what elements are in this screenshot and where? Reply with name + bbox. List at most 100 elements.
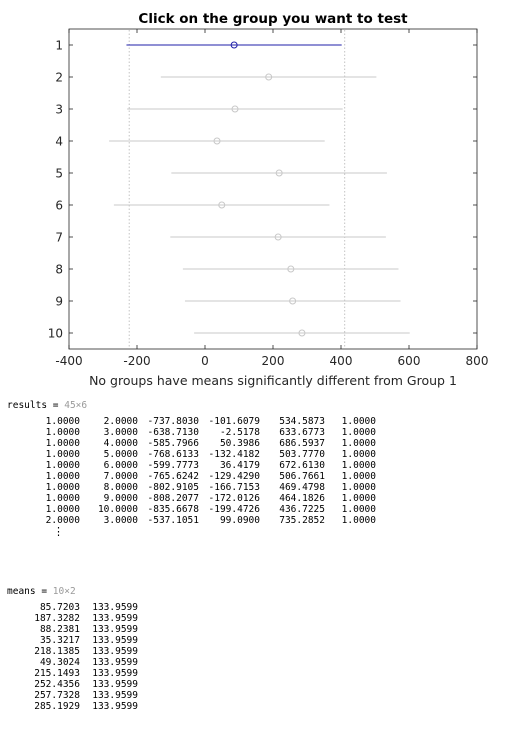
results-cell: -638.7130 [147, 427, 199, 438]
means-row: 35.3217 133.9599 [0, 635, 518, 646]
results-cell: 633.6773 [279, 427, 325, 438]
means-cell: 133.9599 [92, 690, 138, 701]
means-cell: 133.9599 [92, 668, 138, 679]
results-row: 1.0000 2.0000 -737.8030 -101.6079 534.5873 1.… [0, 416, 518, 427]
mean-marker-group-8[interactable] [287, 265, 295, 273]
results-cell: 10.0000 [97, 504, 138, 515]
means-matrix: 85.7203 133.9599 187.3282 133.9599 88.2381 13… [0, 602, 518, 712]
results-cell: 1.0000 [45, 427, 80, 438]
mean-marker-group-3[interactable] [231, 105, 239, 113]
means-cell: 133.9599 [92, 602, 138, 613]
means-cell: 133.9599 [92, 679, 138, 690]
x-tick-label: -200 [123, 354, 150, 368]
means-cell: 285.1929 [34, 701, 80, 712]
results-row: 1.0000 6.0000 -599.7773 36.4179 672.6130 1.00… [0, 460, 518, 471]
means-row: 285.1929 133.9599 [0, 701, 518, 712]
results-cell: -132.4182 [208, 449, 260, 460]
results-row: 1.0000 8.0000 -802.9105 -166.7153 469.4798 1.… [0, 482, 518, 493]
results-cell: -835.6678 [147, 504, 199, 515]
results-row: 2.0000 3.0000 -537.1051 99.0900 735.2852 1.00… [0, 515, 518, 526]
results-cell: 2.0000 [45, 515, 80, 526]
results-cell: 1.0000 [45, 471, 80, 482]
results-cell: -765.6242 [147, 471, 199, 482]
means-cell: 85.7203 [39, 602, 80, 613]
mean-marker-group-5[interactable] [275, 169, 283, 177]
results-cell: 1.0000 [45, 482, 80, 493]
plot-area [68, 28, 478, 350]
results-cell: 503.7770 [279, 449, 325, 460]
results-variable-header: results = 45×6 [7, 400, 87, 411]
y-tick-label-5: 5 [55, 167, 63, 181]
results-cell: 1.0000 [341, 449, 376, 460]
results-cell: 50.3986 [219, 438, 260, 449]
means-cell: 187.3282 [34, 613, 80, 624]
results-cell: -199.4726 [208, 504, 260, 515]
x-tick-label: 600 [398, 354, 421, 368]
results-cell: 6.0000 [103, 460, 138, 471]
means-row: 85.7203 133.9599 [0, 602, 518, 613]
results-cell: 1.0000 [45, 449, 80, 460]
multcompare-chart[interactable]: Click on the group you want to test -400 -… [0, 0, 518, 392]
results-cell: 464.1826 [279, 493, 325, 504]
results-cell: 686.5937 [279, 438, 325, 449]
means-cell: 252.4356 [34, 679, 80, 690]
means-row: 215.1493 133.9599 [0, 668, 518, 679]
mean-marker-group-10[interactable] [298, 329, 306, 337]
x-axis-label: No groups have means significantly diffe… [89, 373, 457, 388]
results-cell: 5.0000 [103, 449, 138, 460]
results-cell: -2.5178 [219, 427, 260, 438]
results-cell: 1.0000 [45, 493, 80, 504]
mean-marker-group-1[interactable] [230, 41, 238, 49]
results-cell: 99.0900 [219, 515, 260, 526]
results-cell: -585.7966 [147, 438, 199, 449]
results-row: 1.0000 3.0000 -638.7130 -2.5178 633.6773 1.00… [0, 427, 518, 438]
results-cell: 36.4179 [219, 460, 260, 471]
results-cell: 1.0000 [45, 416, 80, 427]
y-tick-label-3: 3 [55, 103, 63, 117]
y-tick-label-10: 10 [48, 327, 63, 341]
mean-marker-group-4[interactable] [213, 137, 221, 145]
means-cell: 49.3024 [39, 657, 80, 668]
results-cell: 3.0000 [103, 515, 138, 526]
results-cell: 1.0000 [341, 416, 376, 427]
means-cell: 133.9599 [92, 635, 138, 646]
means-variable-header: means = 10×2 [7, 586, 76, 597]
means-equals: = [35, 586, 53, 597]
chart-title: Click on the group you want to test [138, 11, 408, 27]
mean-marker-group-6[interactable] [218, 201, 226, 209]
results-cell: 436.7225 [279, 504, 325, 515]
results-dimensions: 45×6 [64, 400, 88, 411]
results-cell: 672.6130 [279, 460, 325, 471]
mean-marker-group-9[interactable] [289, 297, 297, 305]
results-cell: 1.0000 [45, 438, 80, 449]
results-cell: 1.0000 [341, 482, 376, 493]
means-row: 187.3282 133.9599 [0, 613, 518, 624]
results-cell: 4.0000 [103, 438, 138, 449]
multcompare-figure[interactable]: Click on the group you want to test -400 -… [0, 0, 518, 392]
results-row: 1.0000 4.0000 -585.7966 50.3986 686.5937 1.00… [0, 438, 518, 449]
mean-marker-group-2[interactable] [265, 73, 273, 81]
means-cell: 133.9599 [92, 613, 138, 624]
x-tick-label: -400 [55, 354, 82, 368]
means-cell: 133.9599 [92, 624, 138, 635]
results-cell: 469.4798 [279, 482, 325, 493]
means-cell: 215.1493 [34, 668, 80, 679]
y-tick-label-2: 2 [55, 71, 63, 85]
results-variable-name: results [7, 400, 48, 411]
results-continuation: ⋮ [53, 525, 64, 538]
results-matrix: 1.0000 2.0000 -737.8030 -101.6079 534.5873 1.… [0, 416, 518, 526]
results-cell: -166.7153 [208, 482, 260, 493]
mean-marker-group-7[interactable] [274, 233, 282, 241]
results-cell: 1.0000 [341, 438, 376, 449]
y-tick-label-9: 9 [55, 295, 63, 309]
x-tick-label: 400 [330, 354, 353, 368]
results-cell: -172.0126 [208, 493, 260, 504]
y-tick-label-7: 7 [55, 231, 63, 245]
results-row: 1.0000 5.0000 -768.6133 -132.4182 503.7770 1.… [0, 449, 518, 460]
results-cell: 1.0000 [341, 504, 376, 515]
results-cell: -599.7773 [147, 460, 199, 471]
results-cell: 2.0000 [103, 416, 138, 427]
results-cell: 1.0000 [45, 460, 80, 471]
results-cell: 1.0000 [341, 471, 376, 482]
means-cell: 218.1385 [34, 646, 80, 657]
